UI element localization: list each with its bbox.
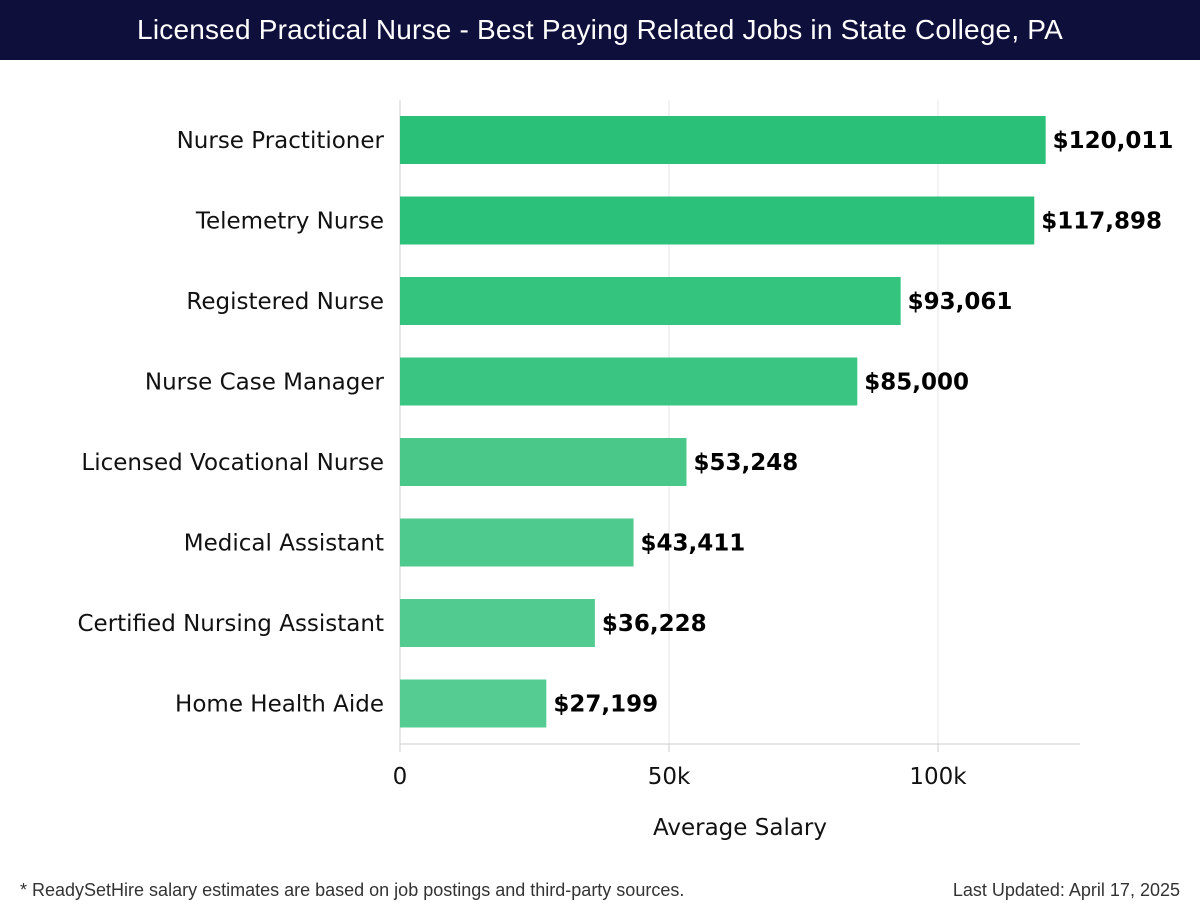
- category-label: Telemetry Nurse: [195, 209, 384, 235]
- bar: [400, 599, 595, 647]
- value-labels: $120,011 $117,898 $93,061 $85,000 $53,248 $43…: [553, 128, 1173, 718]
- value-label: $120,011: [1053, 128, 1174, 154]
- value-label: $85,000: [864, 370, 969, 396]
- bar-chart: Nurse Practitioner Telemetry Nurse Registe…: [77, 100, 1173, 841]
- bar: [400, 116, 1046, 164]
- category-label: Nurse Case Manager: [145, 370, 385, 396]
- value-label: $53,248: [693, 450, 798, 476]
- category-label: Home Health Aide: [175, 692, 384, 718]
- x-tick-label: 100k: [909, 764, 967, 790]
- x-tick-label: 0: [393, 764, 408, 790]
- bar: [400, 518, 634, 567]
- footer-note: * ReadySetHire salary estimates are base…: [20, 880, 685, 900]
- bar: [400, 196, 1035, 245]
- x-tick-label: 50k: [648, 764, 691, 790]
- value-label: $93,061: [908, 289, 1013, 315]
- bars: [400, 116, 1046, 728]
- bar: [400, 357, 858, 406]
- category-label: Certified Nursing Assistant: [77, 611, 384, 637]
- category-label: Medical Assistant: [184, 531, 384, 557]
- bar: [400, 438, 687, 486]
- value-label: $36,228: [602, 611, 707, 637]
- value-label: $117,898: [1041, 209, 1162, 235]
- x-axis-title: Average Salary: [653, 815, 827, 841]
- bar: [400, 277, 901, 325]
- value-label: $43,411: [641, 531, 746, 557]
- x-axis: 0 50k 100k: [393, 743, 1080, 790]
- chart-title: Licensed Practical Nurse - Best Paying R…: [137, 14, 1063, 45]
- last-updated: Last Updated: April 17, 2025: [952, 880, 1180, 900]
- category-labels: Nurse Practitioner Telemetry Nurse Registe…: [77, 128, 384, 718]
- category-label: Licensed Vocational Nurse: [81, 450, 384, 476]
- value-label: $27,199: [553, 692, 658, 718]
- bar: [400, 679, 547, 728]
- category-label: Registered Nurse: [186, 289, 384, 315]
- category-label: Nurse Practitioner: [177, 128, 385, 154]
- chart-header: Licensed Practical Nurse - Best Paying R…: [0, 0, 1200, 60]
